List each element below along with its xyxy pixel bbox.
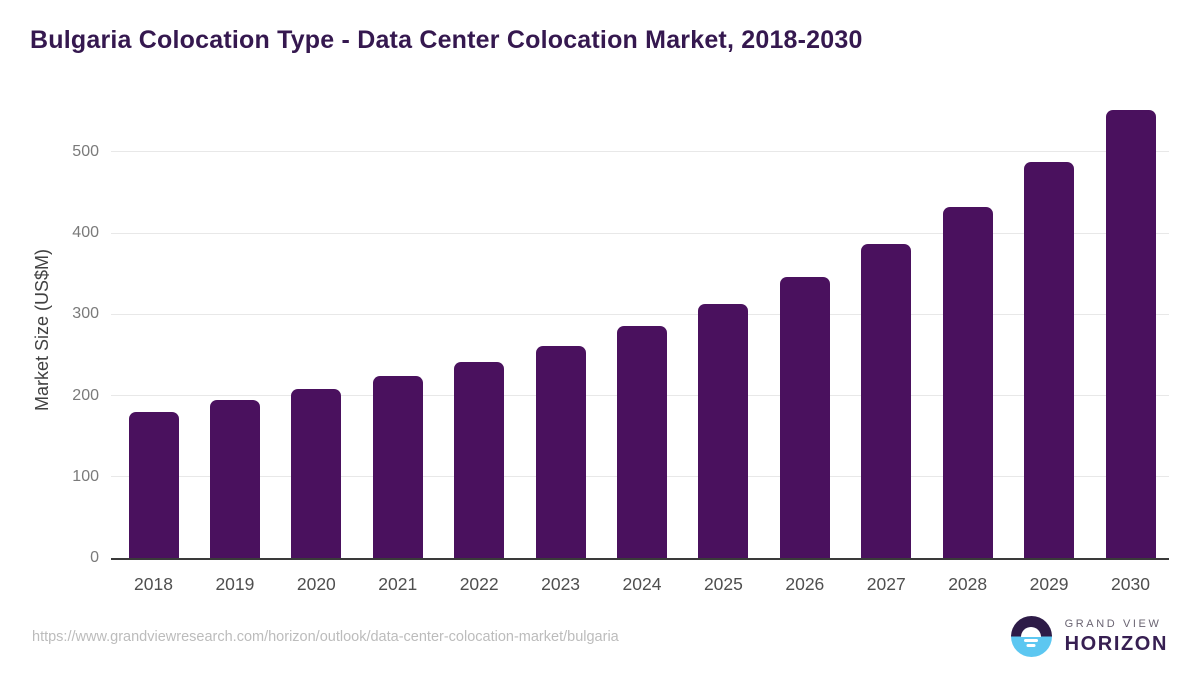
gridline-500 [111, 151, 1169, 153]
gridline-400 [111, 232, 1169, 234]
bar-2027 [861, 244, 912, 558]
bar-2020 [291, 389, 342, 558]
y-tick-label-200: 200 [72, 386, 99, 404]
y-axis-title-label: Market Size (US$M) [31, 249, 52, 412]
plot-area: 0 100 200 300 400 500 2018 2019 2020 2021 2022 2023… [72, 103, 1169, 594]
reflection-line-2 [1026, 643, 1036, 647]
y-tick-label-100: 100 [72, 467, 99, 485]
y-tick-label-400: 400 [72, 224, 99, 241]
gridline-300 [111, 313, 1169, 315]
y-tick-label-300: 300 [72, 305, 99, 323]
grand-view-horizon-logo: GRAND VIEW HORIZON [1010, 616, 1168, 657]
bar-2026 [779, 276, 830, 558]
x-axis-line [111, 558, 1169, 560]
y-tick-label-0: 0 [90, 549, 99, 566]
sun-dome-shape [1021, 626, 1042, 637]
x-tick-label-2024: 2024 [622, 574, 662, 594]
x-tick-label-2021: 2021 [378, 574, 418, 594]
sunrise-horizon-icon [1010, 616, 1052, 657]
x-tick-label-2019: 2019 [215, 574, 255, 594]
x-tick-label-2020: 2020 [296, 574, 336, 594]
logo-line-horizon: HORIZON [1064, 632, 1168, 655]
x-tick-label-2027: 2027 [866, 574, 906, 594]
source-url: https://www.grandviewresearch.com/horizo… [32, 629, 619, 645]
logo-line-grand-view: GRAND VIEW [1064, 617, 1162, 630]
x-tick-label-2026: 2026 [785, 574, 825, 594]
bar-2019 [209, 400, 260, 558]
y-tick-label-500: 500 [72, 142, 99, 160]
logo-text: GRAND VIEW HORIZON [1065, 618, 1168, 656]
x-tick-label-2023: 2023 [541, 574, 581, 594]
reflection-line-1 [1024, 638, 1039, 642]
y-axis-title: Market Size (US$M) [30, 103, 54, 558]
bar-2030 [1105, 110, 1156, 558]
bar-2025 [698, 303, 749, 558]
x-tick-label-2028: 2028 [948, 574, 988, 594]
x-tick-label-2030: 2030 [1111, 574, 1150, 594]
x-tick-label-2029: 2029 [1029, 574, 1069, 594]
bar-2023 [535, 345, 586, 558]
bar-2024 [617, 326, 667, 558]
x-tick-label-2025: 2025 [703, 574, 743, 594]
page-title: Bulgaria Colocation Type - Data Center C… [30, 26, 863, 54]
bar-2022 [454, 362, 505, 558]
bar-2021 [372, 376, 423, 558]
x-tick-label-2018: 2018 [134, 574, 173, 594]
bar-2028 [942, 207, 993, 558]
x-tick-label-2022: 2022 [459, 574, 499, 594]
bar-2029 [1024, 162, 1075, 558]
bar-2018 [128, 411, 179, 558]
